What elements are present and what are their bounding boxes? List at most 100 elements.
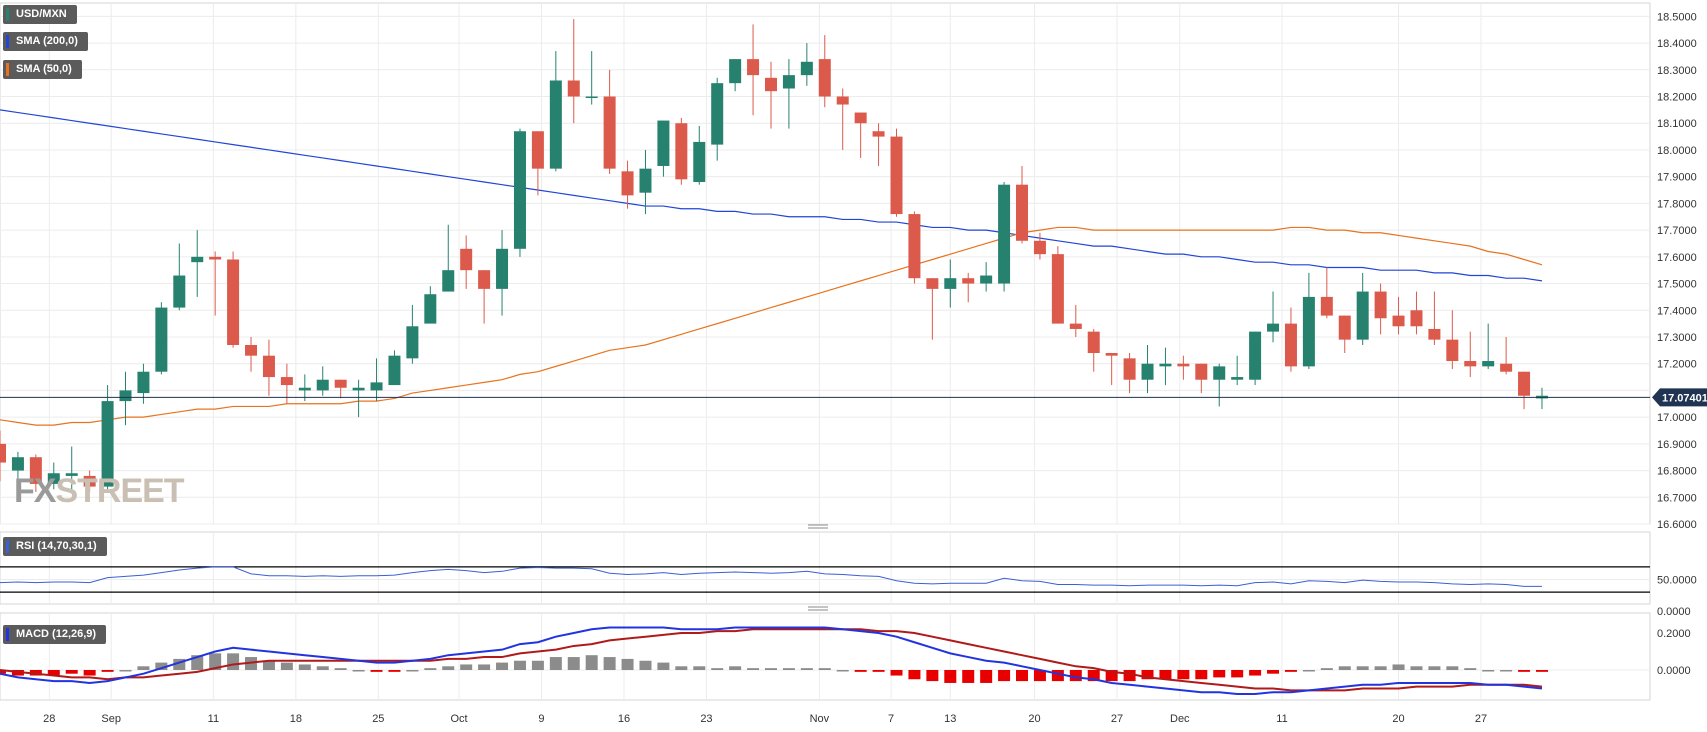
candle-up (1356, 291, 1369, 340)
x-tick-label: 11 (208, 713, 219, 725)
macd-tag[interactable]: MACD (12,26,9) (3, 625, 107, 644)
candle-up (1159, 363, 1172, 367)
candle-up (155, 307, 168, 372)
candle-down (621, 171, 634, 196)
macd-histogram-bar (531, 660, 544, 670)
macd-histogram-bar (209, 653, 222, 670)
macd-histogram-bar (155, 662, 168, 670)
macd-histogram-bar (173, 658, 186, 670)
sma50-line (0, 226, 1543, 426)
watermark-suffix: STREET (55, 472, 184, 510)
price-tick-label: 17.5000 (1657, 279, 1697, 291)
price-tick-label: 16.6000 (1657, 519, 1697, 531)
macd-histogram-bar (460, 664, 473, 670)
macd-histogram-bar (1267, 670, 1280, 674)
macd-histogram-bar (1213, 670, 1226, 678)
macd-histogram-bar (1535, 670, 1548, 672)
macd-histogram-bar (1446, 666, 1459, 670)
macd-tick-label: 0.0000 (1657, 665, 1691, 677)
macd-histogram-bar (1033, 670, 1046, 682)
candle-down (926, 278, 939, 289)
x-tick-label: 7 (888, 713, 894, 725)
macd-histogram-bar (836, 670, 849, 672)
candle-down (1177, 363, 1190, 367)
candle-down (1123, 358, 1136, 380)
candle-down (1392, 315, 1405, 327)
x-tick-label: 28 (43, 713, 55, 725)
candle-down (1338, 315, 1351, 340)
x-tick-label: Dec (1170, 713, 1190, 725)
price-tick-label: 17.9000 (1657, 172, 1697, 184)
candle-up (101, 401, 114, 487)
price-tick-label: 17.7000 (1657, 225, 1697, 237)
price-tick-label: 17.6000 (1657, 252, 1697, 264)
candle-down (890, 136, 903, 215)
macd-histogram-bar (1051, 670, 1064, 682)
macd-histogram-bar (980, 670, 993, 683)
macd-histogram-bar (1500, 670, 1513, 672)
candle-up (980, 275, 993, 284)
macd-histogram-bar (1356, 666, 1369, 670)
macd-histogram-bar (1374, 666, 1387, 670)
sma50-tag[interactable]: SMA (50,0) (3, 60, 82, 79)
price-tick-label: 16.9000 (1657, 439, 1697, 451)
macd-histogram-bar (1464, 668, 1477, 670)
candle-down (460, 248, 473, 271)
candle-down (1016, 184, 1029, 241)
candle-up (137, 371, 150, 394)
sma200-label: SMA (200,0) (16, 35, 78, 47)
x-tick-label: 23 (700, 713, 712, 725)
macd-histogram-bar (1141, 670, 1154, 680)
symbol-tag[interactable]: USD/MXN (3, 5, 77, 24)
rsi-tag[interactable]: RSI (14,70,30,1) (3, 537, 107, 556)
candle-up (657, 120, 670, 166)
candle-up (173, 275, 186, 308)
candle-up (298, 387, 311, 391)
candle-down (1033, 240, 1046, 255)
macd-histogram-bar (352, 670, 365, 672)
price-tick-label: 18.5000 (1657, 11, 1697, 23)
candle-up (944, 278, 957, 289)
candle-up (1141, 363, 1154, 380)
candle-down (1105, 353, 1118, 356)
macd-histogram-bar (334, 668, 347, 670)
macd-histogram-bar (1428, 666, 1441, 670)
macd-histogram-bar (424, 668, 437, 670)
rsi-line (0, 566, 1542, 587)
candle-up (1267, 323, 1280, 332)
price-tick-label: 18.2000 (1657, 92, 1697, 104)
macd-signal-line (0, 628, 1543, 692)
price-tick-label: 18.4000 (1657, 38, 1697, 50)
macd-histogram-bar (872, 670, 885, 672)
price-tick-label: 17.8000 (1657, 198, 1697, 210)
macd-histogram-bar (119, 670, 132, 672)
sma200-tag[interactable]: SMA (200,0) (3, 32, 88, 51)
candle-up (496, 248, 509, 289)
candle-up (316, 379, 329, 391)
macd-tick-label: 0.2000 (1657, 628, 1691, 640)
candle-down (603, 96, 616, 169)
macd-histogram-bar (621, 658, 634, 670)
macd-histogram-bar (747, 668, 760, 670)
last-price-label: 17.07401 (1662, 392, 1707, 404)
macd-histogram-bar (1338, 666, 1351, 670)
candle-up (370, 382, 383, 391)
macd-histogram-bar (962, 670, 975, 683)
x-tick-label: Oct (450, 713, 467, 725)
macd-histogram-bar (585, 655, 598, 670)
price-tick-label: 17.4000 (1657, 305, 1697, 317)
macd-histogram-bar (926, 670, 939, 682)
candle-down (262, 355, 275, 378)
candle-up (1482, 361, 1495, 367)
x-tick-label: Sep (101, 713, 121, 725)
candle-down (209, 256, 222, 260)
candle-down (478, 270, 491, 289)
candle-up (65, 473, 78, 476)
macd-histogram-bar (1195, 670, 1208, 680)
price-tick-label: 18.1000 (1657, 118, 1697, 130)
macd-histogram-bar (1231, 670, 1244, 678)
macd-histogram-bar (1016, 670, 1029, 682)
candle-up (782, 75, 795, 89)
candle-up (711, 83, 724, 145)
candle-up (352, 387, 365, 391)
